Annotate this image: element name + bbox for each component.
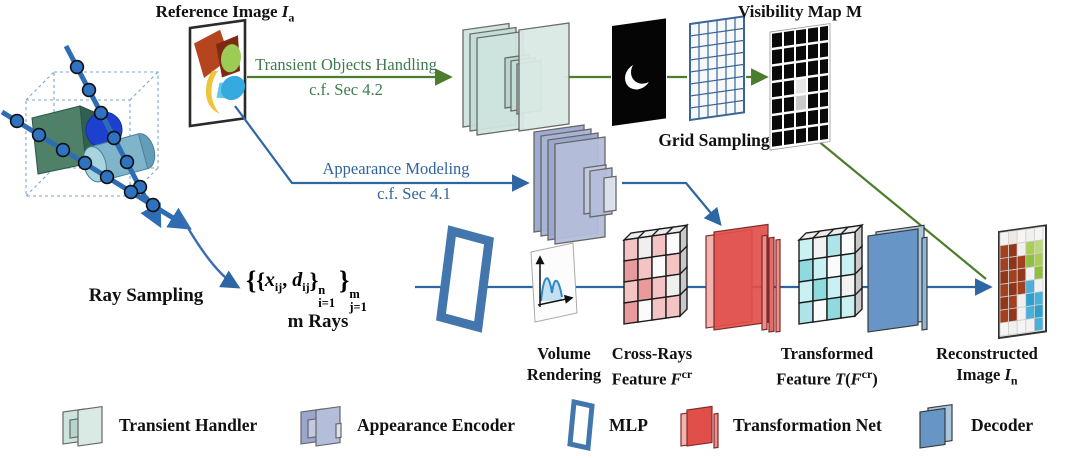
visibility-map	[769, 23, 831, 151]
appearance-encoder	[533, 124, 617, 245]
volume-rendering-icon	[530, 242, 578, 323]
transformed-feature-label: Transformed Feature T(Fcr)	[776, 344, 878, 389]
legend-label: Transformation Net	[733, 414, 882, 435]
legend-item-mlp: MLP	[566, 396, 648, 454]
reference-image-label: Reference Image Ia	[155, 2, 295, 25]
transient-flow-label-1: Transient Objects Handling	[255, 55, 437, 74]
legend-label: Decoder	[971, 414, 1034, 435]
encoder-to-transform-arrow	[622, 181, 722, 227]
reconstructed-image-label: Reconstructed Image In	[936, 344, 1038, 388]
grid-sampling-grid	[689, 15, 745, 122]
visibility-to-output-line	[816, 139, 987, 280]
reconstructed-image	[998, 224, 1047, 340]
transformation-net-icon	[680, 405, 719, 449]
legend-label: Appearance Encoder	[357, 414, 515, 435]
volume-rendering-label: Volume Rendering	[526, 344, 602, 384]
transient-flow-label-2: c.f. Sec 4.2	[309, 80, 383, 99]
visibility-map-label: Visibility Map M	[737, 2, 863, 21]
legend-item-transformation-net: Transformation Net	[678, 396, 882, 454]
mlp	[436, 225, 494, 333]
transient-handler-icon	[62, 405, 103, 447]
cross-rays-feature	[622, 223, 689, 325]
appearance-flow-arrow	[234, 105, 530, 192]
transformation-net	[705, 223, 781, 333]
legend-item-transient-handler: Transient Handler	[60, 396, 257, 454]
transient-handler	[462, 22, 570, 136]
ray-sampling-curved-arrow	[178, 213, 241, 289]
legend-item-appearance-encoder: Appearance Encoder	[298, 396, 515, 454]
reference-image	[188, 18, 247, 128]
ray-set-expression: {{xij, dij} n i=1} m j=1	[246, 266, 367, 315]
grid-sampling-label: Grid Sampling	[658, 130, 770, 150]
appearance-flow-label-1: Appearance Modeling	[322, 159, 470, 178]
crescent-mask-image	[612, 18, 666, 126]
m-rays-label: m Rays	[287, 311, 349, 332]
legend-label: MLP	[609, 414, 648, 435]
ray-sample-points	[9, 59, 161, 213]
mlp-icon	[567, 398, 595, 452]
appearance-flow-label-2: c.f. Sec 4.1	[377, 184, 451, 203]
appearance-encoder-icon	[300, 405, 342, 447]
ray-sampling-scene	[0, 44, 241, 289]
decoder-icon	[919, 403, 953, 449]
ray-sampling-label: Ray Sampling	[88, 285, 204, 306]
legend-item-decoder: Decoder	[916, 396, 1033, 454]
transformed-feature	[797, 223, 864, 325]
cross-rays-feature-label: Cross-Rays Feature Fcr	[611, 344, 693, 389]
decoder	[867, 224, 928, 333]
legend-label: Transient Handler	[119, 414, 258, 435]
